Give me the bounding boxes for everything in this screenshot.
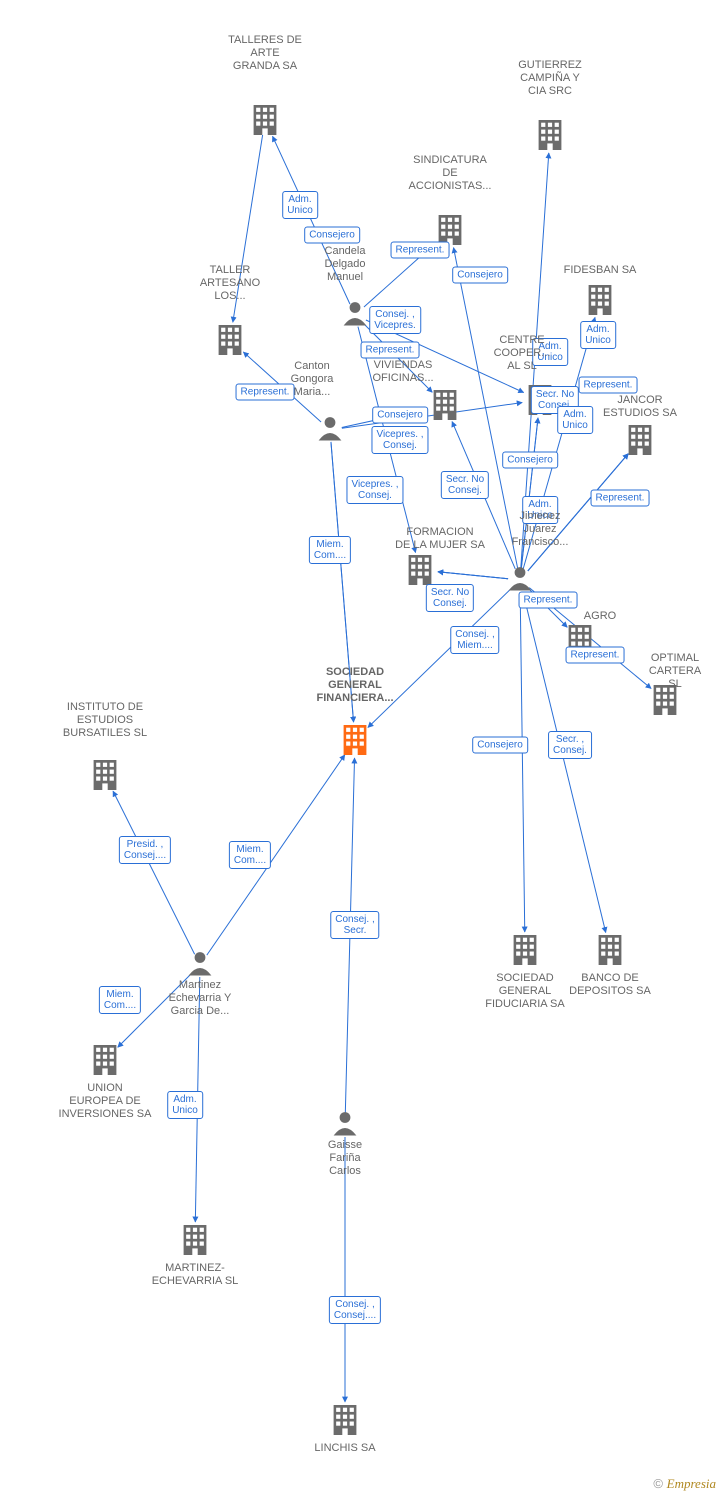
company-icon[interactable]	[589, 285, 612, 315]
person-icon[interactable]	[334, 1112, 357, 1135]
company-icon[interactable]	[344, 725, 367, 755]
edge	[364, 242, 437, 307]
edge	[366, 320, 524, 392]
person-icon[interactable]	[319, 417, 342, 440]
edge	[454, 248, 518, 569]
company-icon[interactable]	[94, 760, 117, 790]
edge	[195, 977, 199, 1222]
company-icon[interactable]	[409, 555, 432, 585]
company-icon[interactable]	[94, 1045, 117, 1075]
company-icon[interactable]	[529, 385, 552, 415]
edge	[368, 588, 511, 727]
company-icon[interactable]	[599, 935, 622, 965]
company-icon[interactable]	[654, 685, 677, 715]
company-icon[interactable]	[219, 325, 242, 355]
edge	[438, 572, 508, 579]
brand-text: Empresia	[667, 1476, 716, 1491]
edge	[523, 317, 595, 568]
watermark: © Empresia	[653, 1476, 716, 1492]
edge	[528, 454, 628, 571]
edge	[331, 442, 354, 722]
company-icon[interactable]	[254, 105, 277, 135]
edge	[358, 327, 416, 553]
person-icon[interactable]	[189, 952, 212, 975]
company-icon[interactable]	[569, 625, 592, 655]
edge	[207, 755, 345, 955]
company-icon[interactable]	[514, 935, 537, 965]
edge	[523, 592, 606, 933]
edge	[345, 758, 354, 1113]
company-icon[interactable]	[334, 1405, 357, 1435]
edge	[363, 323, 432, 392]
company-icon[interactable]	[434, 390, 457, 420]
edge	[528, 588, 567, 627]
person-icon[interactable]	[344, 302, 367, 325]
company-icon[interactable]	[439, 215, 462, 245]
edge	[118, 973, 192, 1047]
edge	[113, 791, 195, 954]
edge	[452, 422, 515, 569]
company-icon[interactable]	[539, 120, 562, 150]
edge	[521, 153, 549, 568]
edge	[243, 352, 321, 422]
company-icon[interactable]	[184, 1225, 207, 1255]
edge	[342, 403, 522, 429]
edge	[233, 132, 263, 322]
edge	[520, 592, 525, 932]
company-icon[interactable]	[629, 425, 652, 455]
copyright-symbol: ©	[653, 1476, 663, 1491]
edge	[273, 136, 350, 304]
network-canvas	[0, 0, 728, 1500]
